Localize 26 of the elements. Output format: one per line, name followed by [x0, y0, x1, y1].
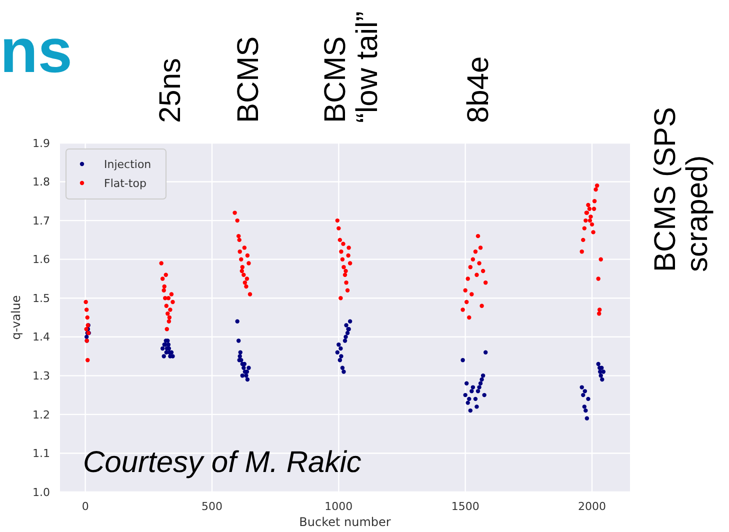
y-tick-label: 1.0	[32, 486, 50, 499]
text: BCMS	[232, 36, 265, 123]
y-tick-label: 1.9	[32, 136, 50, 150]
legend-label: Injection	[104, 158, 152, 171]
y-tick-label: 1.3	[32, 370, 50, 383]
y-tick-label: 1.8	[32, 176, 50, 189]
y-tick-label: 1.2	[32, 408, 50, 422]
chart-title: ns	[0, 17, 72, 86]
y-tick-label: 1.4	[32, 330, 50, 344]
x-tick-label: 1500	[451, 500, 480, 513]
y-axis-title: q-value	[9, 295, 23, 340]
text: 8b4e	[462, 56, 495, 123]
y-tick-label: 1.6	[32, 253, 50, 266]
y-tick-label: 1.5	[32, 292, 50, 305]
text: 25ns	[154, 58, 187, 123]
x-tick-label: 500	[202, 500, 222, 513]
x-tick-label: 1000	[324, 500, 353, 513]
y-tick-label: 1.1	[32, 447, 50, 460]
x-tick-label: 0	[82, 500, 89, 513]
x-axis-title: Bucket number	[299, 515, 391, 529]
text: BCMS “low tail”	[319, 11, 384, 123]
annotation: Courtesy of M. Rakic	[83, 446, 362, 479]
text: BCMS (SPS scraped)	[649, 106, 714, 272]
x-tick-label: 2000	[578, 500, 606, 513]
legend-label: Flat-top	[104, 176, 146, 190]
y-tick-label: 1.7	[32, 214, 50, 228]
